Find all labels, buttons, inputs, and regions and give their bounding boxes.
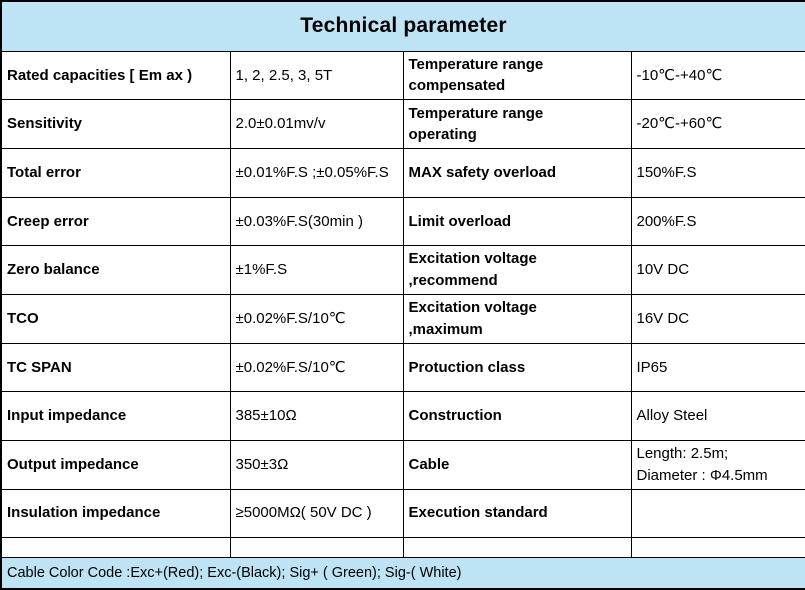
empty-cell bbox=[229, 536, 404, 559]
param-label: TCO bbox=[0, 294, 231, 344]
empty-cell bbox=[0, 536, 231, 559]
param-value: 385±10Ω bbox=[229, 391, 404, 441]
param-label: Cable bbox=[402, 439, 632, 490]
param-value: 1, 2, 2.5, 3, 5T bbox=[229, 50, 404, 101]
table-row: Output impedance 350±3Ω Cable Length: 2.… bbox=[0, 439, 805, 490]
param-label: Sensitivity bbox=[0, 99, 231, 150]
title-row: Technical parameter bbox=[0, 0, 805, 52]
param-label: Construction bbox=[402, 391, 632, 441]
table-row: Rated capacities [ Em ax ) 1, 2, 2.5, 3,… bbox=[0, 50, 805, 101]
empty-cell bbox=[402, 536, 632, 559]
param-label: Creep error bbox=[0, 196, 231, 247]
table-row: Creep error ±0.03%F.S(30min ) Limit over… bbox=[0, 196, 805, 247]
param-label: Excitation voltage ,recommend bbox=[402, 245, 632, 295]
param-value bbox=[630, 488, 805, 538]
param-value: Length: 2.5m; Diameter : Φ4.5mm bbox=[630, 439, 805, 490]
param-label: Temperature range compensated bbox=[402, 50, 632, 101]
param-label: Output impedance bbox=[0, 439, 231, 490]
param-value: 350±3Ω bbox=[229, 439, 404, 490]
param-label: Limit overload bbox=[402, 196, 632, 247]
param-value: 2.0±0.01mv/v bbox=[229, 99, 404, 150]
cable-color-code-note: Cable Color Code :Exc+(Red); Exc-(Black)… bbox=[0, 557, 805, 590]
param-label: Execution standard bbox=[402, 488, 632, 538]
param-value: Alloy Steel bbox=[630, 391, 805, 441]
param-value: ≥5000MΩ( 50V DC ) bbox=[229, 488, 404, 538]
param-label: Protuction class bbox=[402, 342, 632, 393]
param-label: Temperature range operating bbox=[402, 99, 632, 150]
footer-row: Cable Color Code :Exc+(Red); Exc-(Black)… bbox=[0, 557, 805, 590]
param-value: 150%F.S bbox=[630, 148, 805, 198]
param-value: ±0.03%F.S(30min ) bbox=[229, 196, 404, 247]
table-row: Input impedance 385±10Ω Construction All… bbox=[0, 391, 805, 441]
param-label: Input impedance bbox=[0, 391, 231, 441]
param-value: ±0.02%F.S/10℃ bbox=[229, 294, 404, 344]
param-label: TC SPAN bbox=[0, 342, 231, 393]
param-label: MAX safety overload bbox=[402, 148, 632, 198]
param-label: Insulation impedance bbox=[0, 488, 231, 538]
page-title: Technical parameter bbox=[0, 0, 805, 52]
param-value: ±0.02%F.S/10℃ bbox=[229, 342, 404, 393]
param-label: Zero balance bbox=[0, 245, 231, 295]
param-label: Total error bbox=[0, 148, 231, 198]
param-value: ±0.01%F.S ;±0.05%F.S bbox=[229, 148, 404, 198]
param-label: Excitation voltage ,maximum bbox=[402, 294, 632, 344]
table-row: Insulation impedance ≥5000MΩ( 50V DC ) E… bbox=[0, 488, 805, 538]
empty-row bbox=[0, 536, 805, 559]
param-value: 200%F.S bbox=[630, 196, 805, 247]
param-value: -10℃-+40℃ bbox=[630, 50, 805, 101]
empty-cell bbox=[630, 536, 805, 559]
param-label: Rated capacities [ Em ax ) bbox=[0, 50, 231, 101]
param-value: -20℃-+60℃ bbox=[630, 99, 805, 150]
table-row: Total error ±0.01%F.S ;±0.05%F.S MAX saf… bbox=[0, 148, 805, 198]
param-value: IP65 bbox=[630, 342, 805, 393]
param-value: 10V DC bbox=[630, 245, 805, 295]
table-row: Zero balance ±1%F.S Excitation voltage ,… bbox=[0, 245, 805, 295]
table-row: TCO ±0.02%F.S/10℃ Excitation voltage ,ma… bbox=[0, 294, 805, 344]
param-value: ±1%F.S bbox=[229, 245, 404, 295]
table-row: TC SPAN ±0.02%F.S/10℃ Protuction class I… bbox=[0, 342, 805, 393]
param-value: 16V DC bbox=[630, 294, 805, 344]
table-row: Sensitivity 2.0±0.01mv/v Temperature ran… bbox=[0, 99, 805, 150]
